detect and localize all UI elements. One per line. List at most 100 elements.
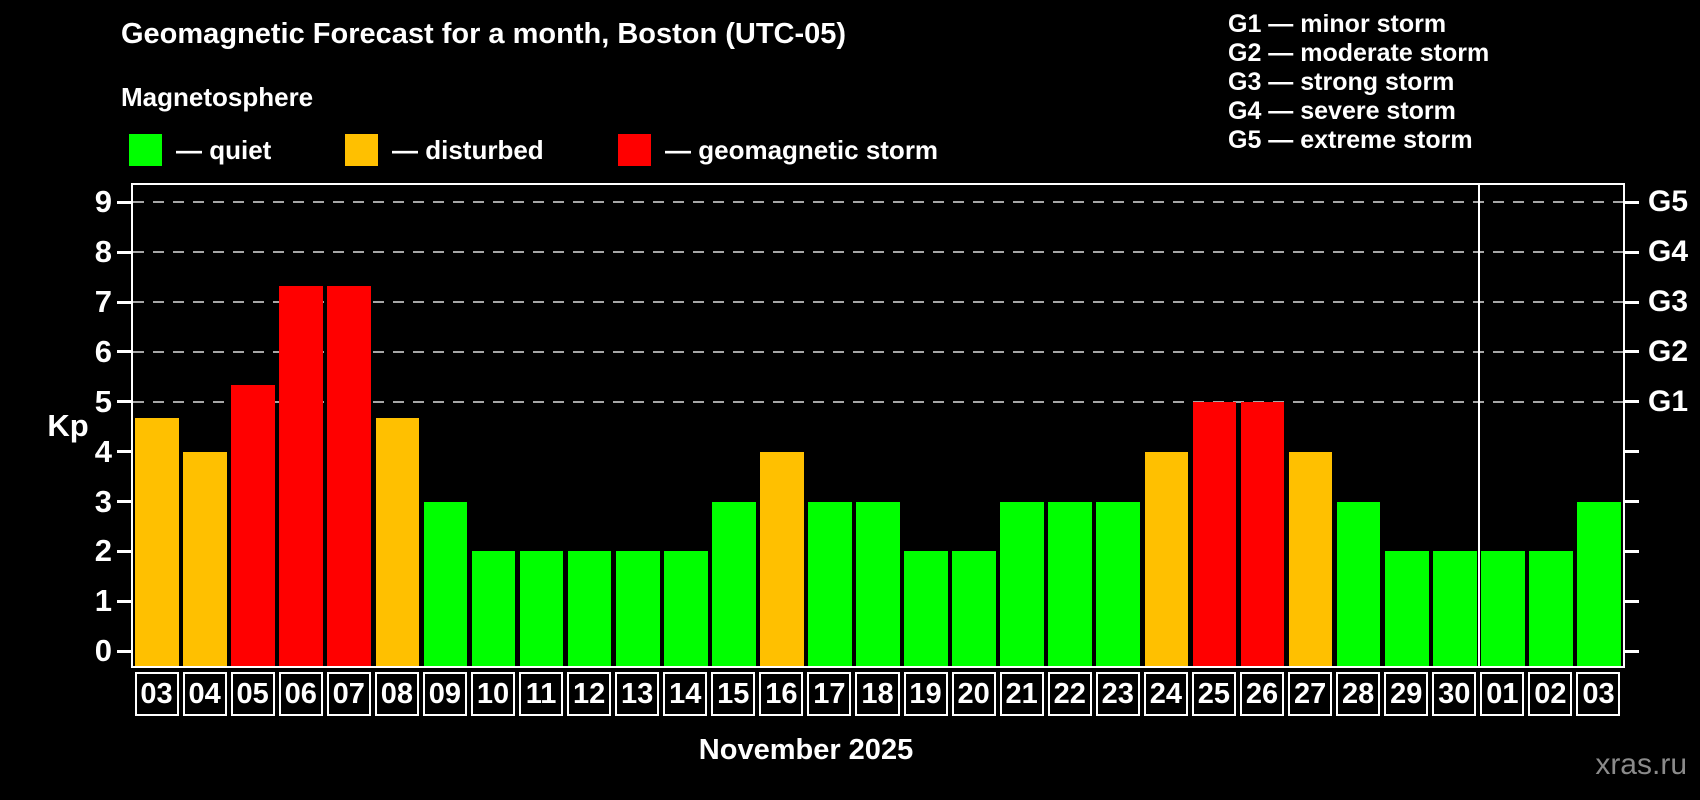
gridline-kp-8 xyxy=(133,251,1623,254)
kp-bar xyxy=(1336,501,1381,666)
kp-bar xyxy=(615,551,660,666)
y-tick-label: 3 xyxy=(94,483,112,519)
month-separator-line xyxy=(1477,185,1480,666)
y-tick-right xyxy=(1625,450,1639,454)
g-scale-legend: G1 — minor storm G2 — moderate storm G3 … xyxy=(1228,10,1489,155)
y-tick xyxy=(117,500,131,503)
kp-bar xyxy=(327,285,372,666)
day-label-box: 29 xyxy=(1384,672,1429,716)
day-label-box: 23 xyxy=(1095,672,1140,716)
day-label-box: 30 xyxy=(1432,672,1477,716)
y-tick-label: 5 xyxy=(94,383,112,419)
day-label-box: 05 xyxy=(230,672,275,716)
kp-bar xyxy=(1288,451,1333,666)
kp-bar xyxy=(1000,501,1045,666)
kp-bar xyxy=(471,551,516,666)
kp-bar xyxy=(1048,501,1093,666)
disturbed-color-swatch xyxy=(345,134,378,166)
plot-area xyxy=(131,183,1625,668)
legend-item-quiet: — quiet xyxy=(129,133,271,167)
kp-bar xyxy=(856,501,900,666)
kp-bar xyxy=(1384,551,1429,666)
day-label-box: 18 xyxy=(855,672,900,716)
y-tick-right xyxy=(1625,649,1639,653)
y-tick-label: 6 xyxy=(94,333,112,369)
day-label-box: 27 xyxy=(1288,672,1333,716)
day-label-box: 16 xyxy=(759,672,804,716)
day-label-box: 01 xyxy=(1480,672,1525,716)
y-tick xyxy=(117,250,131,254)
y-tick-right xyxy=(1625,350,1639,354)
y-tick xyxy=(117,400,131,404)
y-tick xyxy=(117,599,131,603)
magnetosphere-label: Magnetosphere xyxy=(121,82,314,112)
y-tick xyxy=(117,450,131,454)
legend-label: — geomagnetic storm xyxy=(665,134,939,165)
y-tick-right xyxy=(1625,200,1639,204)
y-tick-label: 0 xyxy=(94,633,112,669)
kp-bar xyxy=(375,418,420,666)
g5-legend-line: G5 — extreme storm xyxy=(1228,126,1473,154)
day-label-box: 21 xyxy=(999,672,1044,716)
y-tick xyxy=(117,200,131,204)
legend-item-disturbed: — disturbed xyxy=(345,133,544,167)
y-tick-right xyxy=(1625,549,1639,553)
g-level-label-g4: G4 xyxy=(1648,235,1689,269)
y-tick xyxy=(117,549,131,553)
kp-bar xyxy=(1432,551,1477,666)
kp-bar xyxy=(1481,551,1525,666)
kp-bar xyxy=(663,551,708,666)
g-level-label-g3: G3 xyxy=(1648,285,1689,319)
y-tick-right xyxy=(1625,599,1639,603)
gridline-kp-9 xyxy=(133,201,1623,204)
day-label-box: 10 xyxy=(470,672,515,716)
x-axis-caption: November 2025 xyxy=(698,734,914,766)
g1-legend-line: G1 — minor storm xyxy=(1228,10,1447,38)
kp-bar xyxy=(183,451,227,666)
y-tick xyxy=(117,350,131,354)
day-label-box: 06 xyxy=(278,672,323,716)
watermark: xras.ru xyxy=(1595,748,1687,781)
kp-bar xyxy=(1192,401,1237,666)
g3-legend-line: G3 — strong storm xyxy=(1228,68,1455,96)
kp-bar xyxy=(711,501,756,666)
kp-bar xyxy=(1577,501,1621,666)
kp-bar xyxy=(1240,401,1285,666)
kp-bar xyxy=(231,385,275,666)
g-level-label-g5: G5 xyxy=(1648,185,1689,219)
legend-label: — quiet xyxy=(176,134,272,165)
storm-color-swatch xyxy=(618,134,651,166)
kp-bar xyxy=(279,285,324,666)
day-label-box: 19 xyxy=(903,672,948,716)
y-tick-label: 1 xyxy=(94,583,112,619)
gridline-kp-6 xyxy=(133,350,1623,353)
kp-bar xyxy=(1144,451,1189,666)
y-tick-label: 9 xyxy=(94,184,112,220)
y-axis-title: Kp xyxy=(47,407,89,443)
kp-bar xyxy=(904,551,948,666)
day-label-box: 03 xyxy=(134,672,179,716)
day-label-box: 02 xyxy=(1528,672,1573,716)
day-label-box: 09 xyxy=(422,672,467,716)
day-label-box: 25 xyxy=(1191,672,1236,716)
g-level-label-g2: G2 xyxy=(1648,334,1689,368)
kp-bar xyxy=(567,551,612,666)
y-tick-label: 7 xyxy=(94,284,112,320)
kp-bar xyxy=(1096,501,1141,666)
kp-bar xyxy=(423,501,468,666)
day-label-box: 03 xyxy=(1576,672,1621,716)
y-tick xyxy=(117,649,131,653)
kp-bar xyxy=(760,451,804,666)
y-tick-label: 8 xyxy=(94,234,112,270)
kp-bar xyxy=(135,418,179,666)
day-label-box: 08 xyxy=(374,672,419,716)
kp-bar xyxy=(1529,551,1573,666)
day-label-box: 22 xyxy=(1047,672,1092,716)
legend-label: — disturbed xyxy=(392,134,544,165)
day-label-box: 07 xyxy=(326,672,371,716)
day-label-box: 15 xyxy=(711,672,756,716)
y-tick-label: 4 xyxy=(94,433,112,469)
day-label-box: 12 xyxy=(567,672,612,716)
y-tick-right xyxy=(1625,500,1639,503)
